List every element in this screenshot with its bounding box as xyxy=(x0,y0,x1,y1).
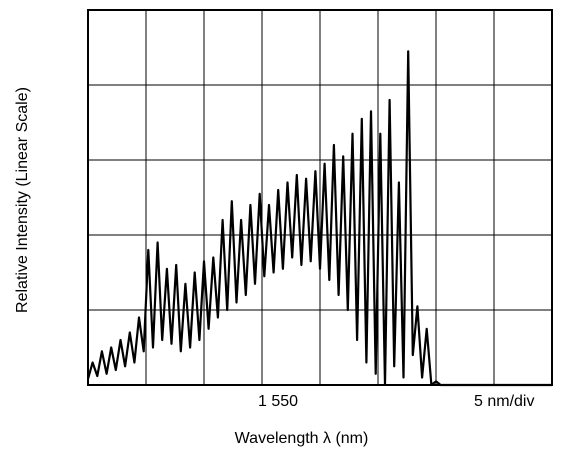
x-tick-label-scale: 5 nm/div xyxy=(474,393,535,410)
x-axis-label: Wavelength λ (nm) xyxy=(234,430,369,447)
y-axis-label: Relative Intensity (Linear Scale) xyxy=(14,87,31,313)
x-tick-label-center: 1 550 xyxy=(258,393,299,410)
grid-lines xyxy=(88,10,552,385)
plot-frame xyxy=(87,9,553,386)
